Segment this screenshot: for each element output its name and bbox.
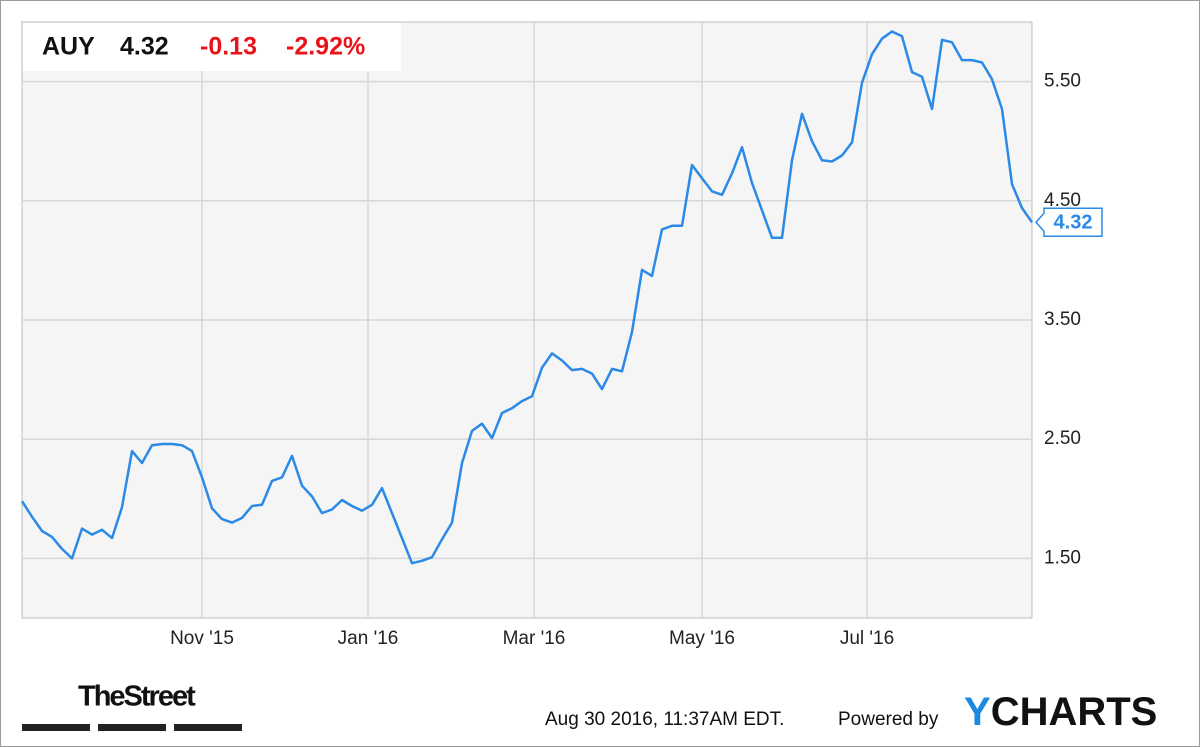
x-tick-label: Nov '15 [170,628,234,649]
logo-bar [174,724,242,731]
header-box [23,23,401,71]
symbol: AUY [42,33,95,61]
last-value-box [1034,207,1103,238]
x-tick-label: May '16 [669,628,735,649]
brand: YCHARTS [964,690,1157,734]
y-tick-label: 5.50 [1044,71,1081,92]
y-tick-label: 2.50 [1044,428,1081,449]
timestamp: Aug 30 2016, 11:37AM EDT. [545,709,784,730]
x-tick-label: Mar '16 [503,628,566,649]
last-value-label: 4.32 [1054,212,1093,234]
source-logo: TheStreet [78,681,196,713]
x-tick-label: Jul '16 [840,628,894,649]
brand-rest: CHARTS [991,690,1158,734]
change-percent: -2.92% [286,33,365,61]
brand-prefix: Y [964,690,991,734]
y-tick-label: 4.50 [1044,190,1081,211]
x-tick-label: Jan '16 [338,628,399,649]
price: 4.32 [120,33,169,61]
y-tick-label: 1.50 [1044,547,1081,568]
y-tick-label: 3.50 [1044,309,1081,330]
change: -0.13 [200,33,257,61]
marks [20,30,1034,565]
powered-by: Powered by [838,709,939,730]
price-line [20,30,1034,565]
logo-bar [98,724,166,731]
logo-bar [22,724,90,731]
